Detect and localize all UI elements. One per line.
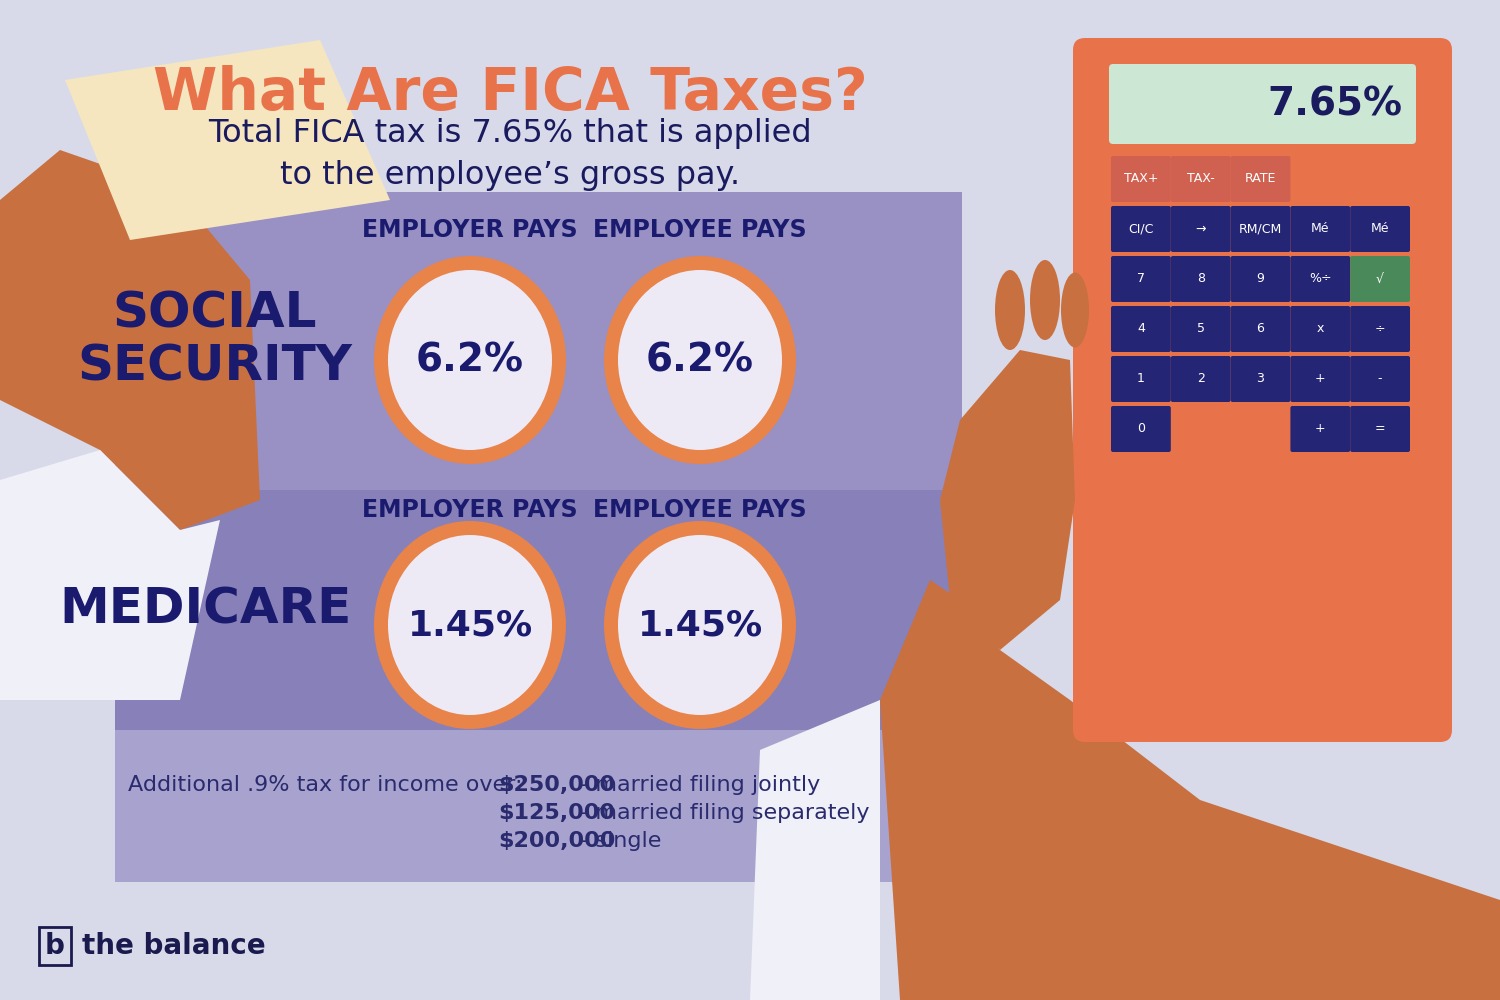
Polygon shape [64, 40, 390, 240]
Polygon shape [116, 490, 962, 730]
Polygon shape [750, 700, 880, 1000]
Text: Mé: Mé [1371, 223, 1389, 235]
FancyBboxPatch shape [1108, 64, 1416, 144]
Text: 1.45%: 1.45% [638, 608, 762, 642]
FancyBboxPatch shape [1230, 256, 1290, 302]
FancyBboxPatch shape [1072, 38, 1452, 742]
Ellipse shape [994, 270, 1024, 350]
FancyBboxPatch shape [1230, 306, 1290, 352]
Ellipse shape [374, 256, 566, 464]
Text: CI/C: CI/C [1128, 223, 1154, 235]
Text: 8: 8 [1197, 272, 1204, 286]
Text: 0: 0 [1137, 422, 1144, 436]
Ellipse shape [388, 535, 552, 715]
Text: - married filing separately: - married filing separately [573, 803, 870, 823]
FancyBboxPatch shape [1172, 156, 1230, 202]
FancyBboxPatch shape [1112, 256, 1172, 302]
Text: - married filing jointly: - married filing jointly [573, 775, 820, 795]
FancyBboxPatch shape [1172, 206, 1230, 252]
Ellipse shape [1060, 272, 1089, 348]
Text: √: √ [1376, 272, 1384, 286]
Text: b: b [45, 932, 64, 960]
Text: 6.2%: 6.2% [416, 341, 524, 379]
Text: +: + [1316, 372, 1326, 385]
Text: 6: 6 [1257, 322, 1264, 336]
Text: EMPLOYER PAYS: EMPLOYER PAYS [362, 218, 578, 242]
FancyBboxPatch shape [1230, 206, 1290, 252]
Text: $200,000: $200,000 [498, 831, 615, 851]
Text: 4: 4 [1137, 322, 1144, 336]
FancyBboxPatch shape [1112, 406, 1172, 452]
Text: =: = [1376, 422, 1386, 436]
FancyBboxPatch shape [1350, 406, 1410, 452]
FancyBboxPatch shape [1290, 256, 1350, 302]
FancyBboxPatch shape [1230, 156, 1290, 202]
Text: ÷: ÷ [1376, 322, 1386, 336]
Polygon shape [0, 450, 220, 700]
FancyBboxPatch shape [1112, 156, 1172, 202]
Text: 7: 7 [1137, 272, 1144, 286]
FancyBboxPatch shape [1290, 306, 1350, 352]
Text: 6.2%: 6.2% [646, 341, 754, 379]
FancyBboxPatch shape [1350, 206, 1410, 252]
Text: 3: 3 [1257, 372, 1264, 385]
Text: 1: 1 [1137, 372, 1144, 385]
Text: x: x [1317, 322, 1324, 336]
Ellipse shape [604, 521, 796, 729]
Text: →: → [1196, 223, 1206, 235]
Text: +: + [1316, 422, 1326, 436]
FancyBboxPatch shape [1290, 406, 1350, 452]
Ellipse shape [374, 521, 566, 729]
FancyBboxPatch shape [1290, 356, 1350, 402]
Polygon shape [940, 350, 1076, 650]
Text: RM/CM: RM/CM [1239, 223, 1282, 235]
Text: Additional .9% tax for income over:: Additional .9% tax for income over: [128, 775, 522, 795]
Ellipse shape [618, 535, 782, 715]
Text: -: - [1378, 372, 1383, 385]
Text: $125,000: $125,000 [498, 803, 615, 823]
Text: Total FICA tax is 7.65% that is applied
to the employee’s gross pay.: Total FICA tax is 7.65% that is applied … [209, 118, 812, 191]
Text: EMPLOYEE PAYS: EMPLOYEE PAYS [592, 498, 807, 522]
FancyBboxPatch shape [1230, 356, 1290, 402]
Text: 2: 2 [1197, 372, 1204, 385]
FancyBboxPatch shape [1350, 306, 1410, 352]
Text: 5: 5 [1197, 322, 1204, 336]
Text: EMPLOYEE PAYS: EMPLOYEE PAYS [592, 218, 807, 242]
Ellipse shape [618, 270, 782, 450]
FancyBboxPatch shape [1172, 356, 1230, 402]
Text: 7.65%: 7.65% [1268, 85, 1402, 123]
Text: 9: 9 [1257, 272, 1264, 286]
Text: $250,000: $250,000 [498, 775, 615, 795]
Polygon shape [116, 730, 962, 882]
Ellipse shape [388, 270, 552, 450]
Text: 1.45%: 1.45% [408, 608, 532, 642]
FancyBboxPatch shape [1172, 306, 1230, 352]
FancyBboxPatch shape [1112, 306, 1172, 352]
Text: the balance: the balance [82, 932, 266, 960]
Polygon shape [880, 580, 1500, 1000]
FancyBboxPatch shape [1290, 206, 1350, 252]
Text: MEDICARE: MEDICARE [58, 586, 351, 634]
Text: %÷: %÷ [1310, 272, 1332, 286]
Text: TAX+: TAX+ [1124, 172, 1158, 186]
FancyBboxPatch shape [1112, 206, 1172, 252]
Text: What Are FICA Taxes?: What Are FICA Taxes? [153, 65, 867, 122]
Text: EMPLOYER PAYS: EMPLOYER PAYS [362, 498, 578, 522]
Text: SOCIAL
SECURITY: SOCIAL SECURITY [78, 289, 352, 391]
FancyBboxPatch shape [1112, 356, 1172, 402]
Polygon shape [116, 192, 962, 490]
Text: TAX-: TAX- [1186, 172, 1215, 186]
FancyBboxPatch shape [1172, 256, 1230, 302]
Text: Mé: Mé [1311, 223, 1329, 235]
Text: - single: - single [573, 831, 662, 851]
Ellipse shape [604, 256, 796, 464]
Polygon shape [0, 150, 260, 530]
Text: RATE: RATE [1245, 172, 1276, 186]
FancyBboxPatch shape [1350, 256, 1410, 302]
FancyBboxPatch shape [1350, 356, 1410, 402]
Ellipse shape [1030, 260, 1060, 340]
